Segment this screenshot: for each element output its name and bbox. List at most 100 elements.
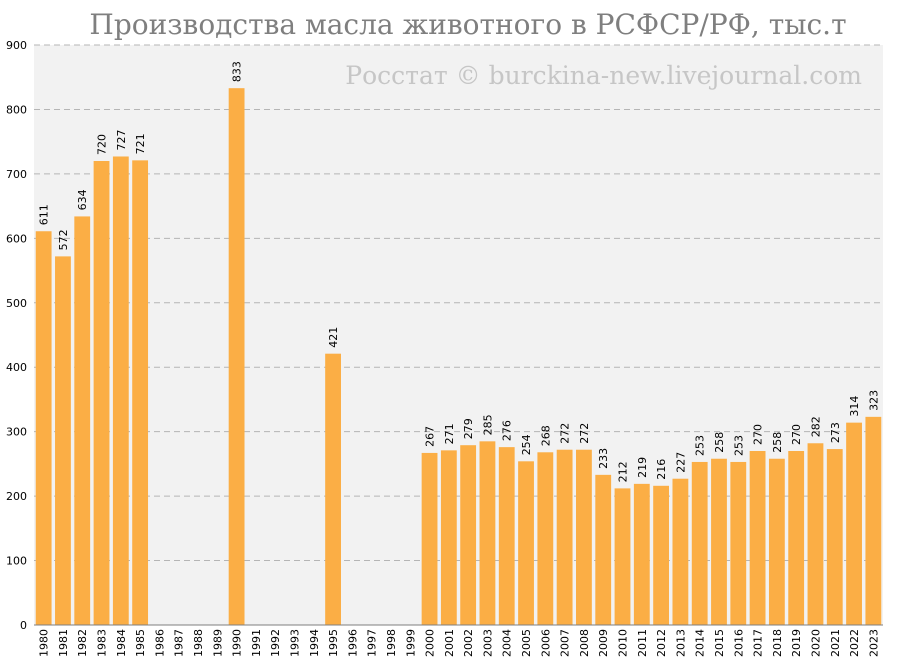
bar: [807, 443, 824, 625]
x-tick-label: 1981: [57, 629, 70, 657]
data-label: 572: [57, 229, 70, 250]
bar: [421, 452, 438, 625]
x-tick-label: 2002: [462, 629, 475, 657]
data-label: 611: [38, 204, 51, 225]
x-tick-label: 1999: [404, 629, 417, 657]
data-label: 276: [501, 420, 514, 441]
bar: [711, 458, 727, 625]
bar: [55, 256, 71, 625]
bar: [691, 461, 708, 625]
bar: [865, 416, 882, 625]
data-label: 833: [231, 61, 244, 82]
x-tick-label: 2009: [597, 629, 610, 657]
data-label: 272: [578, 423, 591, 444]
x-tick-label: 1997: [366, 629, 379, 657]
x-tick-label: 2011: [636, 629, 649, 657]
data-label: 720: [96, 134, 109, 155]
bar: [440, 450, 457, 625]
bar: [498, 447, 515, 625]
bar: [595, 474, 612, 625]
x-tick-label: 2008: [578, 629, 591, 657]
bar: [614, 488, 631, 625]
bar: [93, 161, 110, 625]
x-tick-label: 1995: [327, 629, 340, 657]
data-label: 270: [752, 424, 765, 445]
x-tick-label: 1990: [231, 629, 244, 657]
x-tick-label: 1987: [173, 629, 186, 657]
data-label: 254: [520, 434, 533, 455]
data-label: 279: [462, 418, 475, 439]
x-axis-ticks: 1980 1981 1982 1983 1984 1985 1986 1987 1988 1989…: [38, 629, 881, 657]
data-label: 282: [809, 416, 822, 437]
x-tick-label: 1982: [76, 629, 89, 657]
x-tick-label: 2019: [790, 629, 803, 657]
data-label: 273: [829, 422, 842, 443]
bar: [576, 449, 592, 625]
x-tick-label: 1985: [134, 629, 147, 657]
x-tick-label: 2020: [809, 629, 822, 657]
bar: [112, 156, 129, 625]
y-tick-label: 600: [6, 232, 27, 245]
watermark-text: Росстат © burckina-new.livejournal.com: [345, 61, 862, 90]
y-tick-label: 300: [6, 426, 27, 439]
data-label: 216: [655, 459, 668, 480]
data-label: 314: [848, 396, 861, 417]
x-tick-label: 2010: [617, 629, 630, 657]
x-tick-label: 1984: [115, 629, 128, 657]
x-tick-label: 2005: [520, 629, 533, 657]
bars: [35, 88, 882, 625]
bar: [537, 452, 554, 625]
x-tick-label: 2015: [713, 629, 726, 657]
y-tick-label: 800: [6, 103, 27, 116]
x-tick-label: 1991: [250, 629, 263, 657]
bar: [479, 441, 496, 625]
x-tick-label: 2016: [732, 629, 745, 657]
bar: [730, 461, 747, 625]
bar: [826, 449, 843, 625]
bar: [749, 451, 766, 625]
y-tick-label: 100: [6, 555, 27, 568]
data-label: 727: [115, 129, 128, 150]
data-label: 272: [559, 423, 572, 444]
bar: [846, 422, 862, 625]
x-tick-label: 2003: [481, 629, 494, 657]
x-tick-label: 2013: [674, 629, 687, 657]
y-tick-label: 400: [6, 361, 27, 374]
bar: [460, 445, 477, 625]
data-label: 421: [327, 327, 340, 348]
x-tick-label: 1992: [269, 629, 282, 657]
bar: [653, 485, 670, 625]
data-label: 219: [636, 457, 649, 478]
y-tick-label: 0: [20, 619, 27, 632]
bar: [556, 449, 573, 625]
data-label: 271: [443, 423, 456, 444]
bar: [633, 483, 650, 625]
x-tick-label: 1998: [385, 629, 398, 657]
y-axis-ticks: 0 100 200 300 400 500 600 700 800 900: [6, 39, 27, 632]
x-tick-label: 2023: [867, 629, 880, 657]
x-tick-label: 1994: [308, 629, 321, 657]
data-label: 233: [597, 448, 610, 469]
x-tick-label: 2007: [559, 629, 572, 657]
x-tick-label: 1983: [96, 629, 109, 657]
bar: [228, 88, 245, 625]
x-tick-label: 2001: [443, 629, 456, 657]
data-label: 285: [481, 414, 494, 435]
chart-title: Производства масла животного в РСФСР/РФ,…: [89, 8, 846, 41]
bar: [518, 461, 534, 625]
data-label: 323: [867, 390, 880, 411]
x-tick-label: 2012: [655, 629, 668, 657]
bar: [325, 353, 341, 625]
bar: [768, 458, 785, 625]
x-tick-label: 1986: [153, 629, 166, 657]
x-tick-label: 2014: [694, 629, 707, 657]
data-label: 212: [617, 461, 630, 482]
x-tick-label: 2006: [539, 629, 552, 657]
data-label: 721: [134, 133, 147, 154]
data-label: 634: [76, 189, 89, 210]
bar: [74, 216, 91, 625]
bar: [35, 231, 52, 625]
data-label: 253: [732, 435, 745, 456]
x-tick-label: 1993: [288, 629, 301, 657]
